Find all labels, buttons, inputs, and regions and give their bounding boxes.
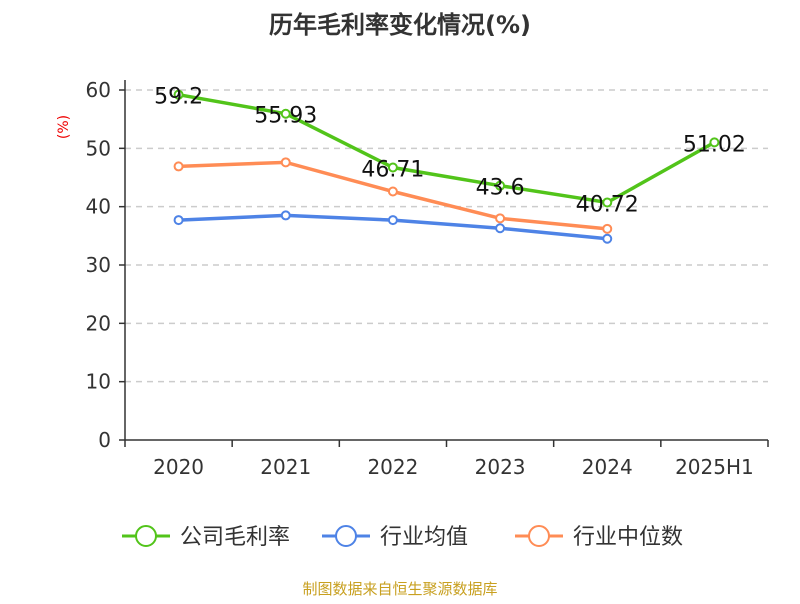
data-point (280, 157, 291, 168)
y-tick-label: 40 (86, 195, 111, 219)
x-tick-label: 2022 (367, 455, 418, 479)
data-point (173, 215, 184, 226)
x-tick-label: 2021 (260, 455, 311, 479)
data-point (387, 162, 398, 173)
y-tick-label: 0 (98, 428, 111, 452)
source-footer: 制图数据来自恒生聚源数据库 (302, 580, 497, 598)
y-tick-label: 50 (86, 136, 111, 160)
data-point (495, 213, 506, 224)
legend-label: 行业中位数 (573, 525, 683, 550)
data-label: 40.72 (576, 192, 639, 217)
legend-label: 行业均值 (380, 525, 468, 550)
data-label: 43.6 (476, 176, 525, 201)
y-tick-label: 30 (86, 253, 111, 277)
data-point (495, 223, 506, 234)
data-point (602, 197, 613, 208)
x-tick-label: 2024 (582, 455, 633, 479)
x-tick-label: 2025H1 (675, 455, 754, 479)
data-point (387, 186, 398, 197)
data-label: 46.71 (361, 158, 424, 183)
chart-title: 历年毛利率变化情况(%) (269, 11, 531, 39)
y-tick-label: 10 (86, 370, 111, 394)
x-tick-label: 2023 (475, 455, 526, 479)
legend-label: 公司毛利率 (180, 525, 290, 550)
y-tick-label: 60 (86, 78, 111, 102)
data-label: 51.02 (683, 132, 746, 157)
y-tick-label: 20 (86, 311, 111, 335)
data-point (387, 215, 398, 226)
data-label: 59.2 (154, 85, 203, 110)
data-point (280, 210, 291, 221)
data-point (280, 108, 291, 119)
data-label: 55.93 (254, 104, 317, 129)
legend-marker-circle (528, 525, 550, 547)
legend-marker-circle (335, 525, 357, 547)
x-tick-label: 2020 (153, 455, 204, 479)
data-point (173, 89, 184, 100)
data-point (709, 137, 720, 148)
data-point (602, 233, 613, 244)
data-point (495, 180, 506, 191)
data-point (602, 223, 613, 234)
series-line (178, 92, 716, 205)
y-axis-label: (%) (56, 115, 72, 139)
data-point (173, 161, 184, 172)
legend-marker-circle (135, 525, 157, 547)
